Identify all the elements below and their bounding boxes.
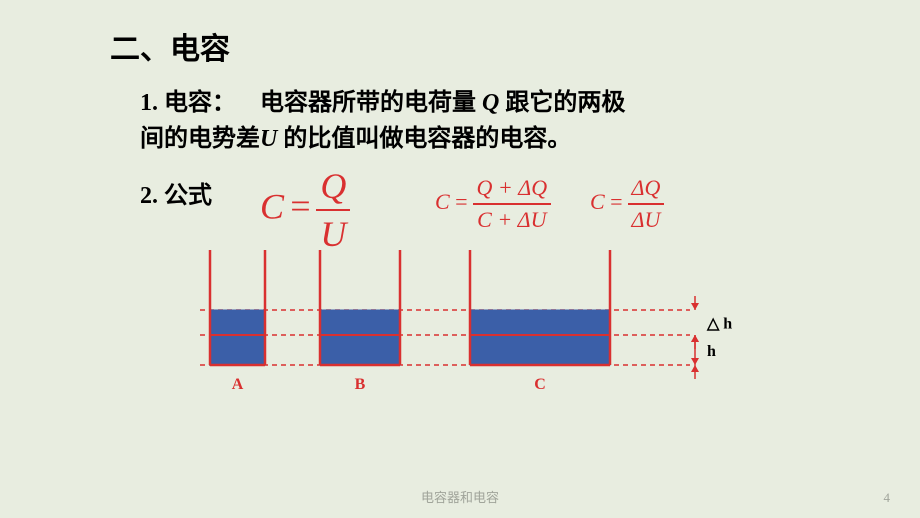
diagram-svg: A B C △ h h — [200, 250, 760, 420]
definition-label: 1. 电容： — [140, 82, 236, 117]
svg-text:C: C — [534, 376, 546, 393]
var-Q: Q — [482, 90, 499, 116]
formula-2: C=Q + ΔQ C + ΔU — [435, 175, 551, 233]
definition-line1: 电容器所带的电荷量 Q 跟它的两极 — [260, 82, 625, 117]
def-text: 电容器所带的电荷量 — [260, 90, 482, 116]
fraction-bar — [473, 203, 552, 205]
fraction: Q + ΔQ C + ΔU — [473, 175, 552, 233]
denominator: C + ΔU — [473, 207, 550, 233]
formula-lhs: C — [435, 189, 450, 214]
equals-sign: = — [454, 189, 469, 214]
definition-line2: 间的电势差U 的比值叫做电容器的电容。 — [140, 118, 571, 153]
formula-lhs: C — [260, 186, 284, 226]
fraction-bar — [316, 209, 350, 211]
numerator: Q + ΔQ — [473, 175, 552, 201]
footer-caption: 电容器和电容 — [0, 487, 920, 506]
formula-1: C=QU — [260, 165, 350, 255]
numerator: ΔQ — [628, 175, 665, 201]
def-text: 间的电势差 — [140, 126, 260, 152]
svg-text:h: h — [707, 343, 716, 360]
section-title: 二、电容 — [110, 24, 230, 68]
denominator: U — [316, 213, 350, 255]
numerator: Q — [316, 165, 350, 207]
formula-3: C=ΔQ ΔU — [590, 175, 664, 233]
formula-lhs: C — [590, 189, 605, 214]
def-text: 跟它的两极 — [499, 90, 625, 116]
svg-text:B: B — [355, 376, 366, 393]
container-diagram: A B C △ h h — [200, 250, 760, 420]
page-number: 4 — [884, 490, 891, 506]
svg-text:△ h: △ h — [706, 316, 732, 333]
denominator: ΔU — [628, 207, 665, 233]
def-text: 的比值叫做电容器的电容。 — [277, 126, 571, 152]
equals-sign: = — [609, 189, 624, 214]
formula-label: 2. 公式 — [140, 175, 212, 210]
fraction: QU — [316, 165, 350, 255]
svg-text:A: A — [232, 376, 244, 393]
var-U: U — [260, 126, 277, 152]
equals-sign: = — [288, 186, 312, 226]
fraction: ΔQ ΔU — [628, 175, 665, 233]
fraction-bar — [628, 203, 665, 205]
